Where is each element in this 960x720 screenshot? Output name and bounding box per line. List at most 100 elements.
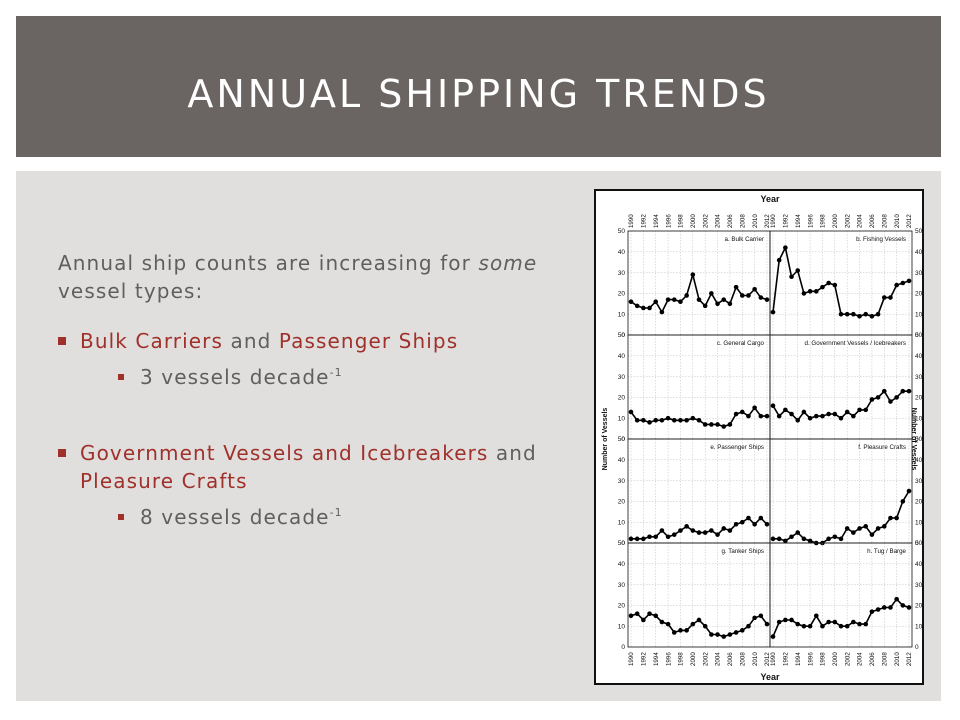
data-point bbox=[851, 311, 856, 317]
bullet-2-sub: 8 vessels decade-1 bbox=[118, 503, 578, 531]
y-tick-label-right: 50 bbox=[915, 540, 922, 547]
data-point bbox=[851, 530, 856, 535]
x-tick-label-bottom: 2000 bbox=[690, 652, 697, 666]
y-tick-label-left: 20 bbox=[618, 395, 626, 402]
x-tick-label-top: 1992 bbox=[783, 214, 790, 228]
y-tick-label-right: 50 bbox=[915, 332, 922, 339]
y-tick-label-right: 40 bbox=[915, 457, 922, 464]
data-point bbox=[869, 397, 875, 402]
data-point bbox=[739, 519, 745, 525]
data-point bbox=[801, 291, 807, 296]
data-point bbox=[647, 420, 652, 425]
x-tick-label-top: 2012 bbox=[764, 214, 771, 228]
x-tick-label-bottom: 2006 bbox=[727, 652, 734, 666]
data-point bbox=[647, 611, 652, 617]
data-point bbox=[758, 295, 764, 300]
y-tick-label-right: 40 bbox=[915, 561, 922, 568]
y-tick-label-right: 30 bbox=[915, 478, 922, 485]
x-tick-label-bottom: 2010 bbox=[752, 652, 759, 666]
y-tick-label-right: 30 bbox=[915, 270, 922, 277]
panel-frame bbox=[769, 334, 913, 440]
data-point bbox=[863, 407, 869, 413]
x-tick-label-bottom: 2002 bbox=[844, 652, 851, 666]
data-point bbox=[789, 534, 794, 540]
data-point bbox=[838, 311, 844, 317]
bullet-square-icon bbox=[58, 337, 66, 345]
data-point bbox=[659, 528, 665, 533]
panel-label: g. Tanker Ships bbox=[721, 548, 764, 555]
data-point bbox=[647, 534, 652, 540]
bullet-2: Government Vessels and Icebreakers and P… bbox=[58, 439, 578, 495]
data-point bbox=[709, 291, 714, 296]
data-point bbox=[628, 613, 634, 619]
intro-text: Annual ship counts are increasing for so… bbox=[58, 249, 578, 305]
data-point bbox=[881, 388, 887, 394]
data-point bbox=[758, 413, 764, 419]
data-point bbox=[690, 272, 696, 277]
intro-part2: vessel types: bbox=[58, 279, 204, 303]
data-point bbox=[795, 417, 801, 423]
data-point bbox=[733, 521, 739, 527]
y-tick-label-right: 40 bbox=[915, 249, 922, 256]
panel-frame bbox=[769, 438, 913, 544]
bullet-square-icon bbox=[58, 449, 66, 457]
data-point bbox=[789, 411, 794, 417]
data-point bbox=[678, 628, 683, 633]
x-tick-label-top: 1998 bbox=[678, 214, 685, 228]
data-point bbox=[739, 409, 745, 415]
data-point bbox=[894, 395, 899, 400]
data-point bbox=[888, 295, 893, 300]
data-point bbox=[888, 399, 893, 404]
data-point bbox=[665, 621, 671, 627]
data-point bbox=[739, 293, 745, 298]
data-point bbox=[764, 621, 770, 627]
y-tick-label-right: 0 bbox=[915, 332, 919, 339]
intro-emphasis: some bbox=[478, 251, 538, 275]
data-point bbox=[900, 280, 906, 286]
x-tick-label-bottom: 2010 bbox=[894, 652, 901, 666]
bullet-1: Bulk Carriers and Passenger Ships bbox=[58, 327, 578, 355]
x-tick-label-bottom: 1994 bbox=[795, 652, 802, 666]
data-point bbox=[801, 623, 807, 629]
data-point bbox=[733, 411, 739, 417]
panel-frame bbox=[627, 438, 771, 544]
x-tick-label-bottom: 1990 bbox=[628, 652, 635, 666]
x-tick-label-top: 1998 bbox=[820, 214, 827, 228]
data-point bbox=[807, 415, 813, 421]
data-point bbox=[857, 621, 862, 627]
data-point bbox=[721, 297, 727, 302]
data-point bbox=[709, 528, 714, 533]
x-tick-label-top: 1992 bbox=[641, 214, 648, 228]
x-tick-label-top: 2010 bbox=[752, 214, 759, 228]
sub-bullet-square-icon bbox=[118, 374, 124, 380]
data-point bbox=[634, 611, 640, 617]
x-tick-label-top: 2006 bbox=[727, 214, 734, 228]
data-point bbox=[764, 413, 770, 419]
bullet-1-mid: and bbox=[223, 329, 279, 353]
x-axis-title-top: Year bbox=[760, 194, 780, 204]
panel-label: f. Pleasure Crafts bbox=[858, 444, 906, 451]
data-point bbox=[851, 619, 856, 625]
bullet-2-accent-2: Pleasure Crafts bbox=[80, 469, 248, 493]
data-point bbox=[832, 411, 838, 417]
y-tick-label-left: 0 bbox=[621, 436, 625, 443]
data-point bbox=[869, 532, 875, 537]
data-point bbox=[696, 530, 702, 535]
title-bar: ANNUAL SHIPPING TRENDS bbox=[16, 16, 941, 157]
data-point bbox=[671, 630, 677, 635]
x-axis-title-bottom: Year bbox=[760, 672, 780, 682]
data-point bbox=[727, 301, 733, 307]
data-point bbox=[795, 268, 801, 273]
intro-part1: Annual ship counts are increasing for bbox=[58, 251, 479, 275]
data-point bbox=[869, 609, 875, 614]
data-point bbox=[789, 617, 794, 623]
panel-frame bbox=[627, 542, 771, 648]
panel-frame bbox=[769, 542, 913, 648]
data-point bbox=[807, 289, 813, 294]
data-point bbox=[857, 313, 862, 319]
data-point bbox=[653, 613, 659, 619]
y-tick-label-right: 10 bbox=[915, 415, 922, 422]
data-point bbox=[820, 413, 825, 419]
x-tick-label-top: 2006 bbox=[869, 214, 876, 228]
data-point bbox=[739, 628, 745, 633]
